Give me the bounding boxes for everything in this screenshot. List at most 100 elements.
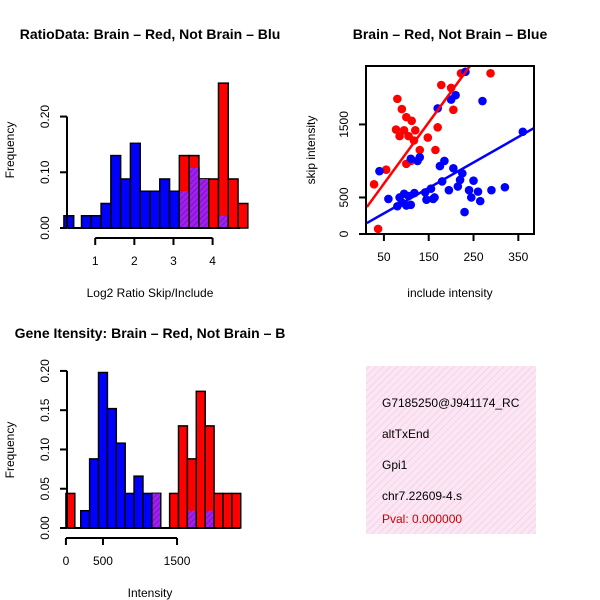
ratio-bar-not-brain	[129, 142, 141, 229]
ratio-bar-not-brain	[159, 178, 171, 229]
ratio-x-tick-label: 3	[170, 254, 177, 268]
scatter-point-not-brain	[451, 90, 460, 100]
intensity-bar-not-brain	[97, 371, 109, 529]
info-location: chr7.22609-4.s	[382, 489, 462, 503]
scatter-point-not-brain	[466, 193, 476, 202]
scatter-point-not-brain	[455, 175, 465, 185]
info-panel-background	[366, 366, 536, 534]
scatter-point-not-brain	[422, 195, 431, 204]
scatter-point-not-brain	[444, 185, 454, 195]
ratio-bar-overlap	[199, 178, 208, 228]
ratio-x-tick-label: 2	[131, 254, 138, 268]
scatter-point-not-brain	[428, 194, 438, 204]
ratio-x-tick-label: 1	[92, 254, 99, 268]
ratio-x-tick-label: 4	[209, 254, 216, 268]
scatter-x-tick-label: 150	[419, 250, 439, 264]
ratio-bar-overlap	[180, 191, 189, 228]
intensity-bar-brain	[231, 492, 242, 529]
intensity-bar-not-brain	[115, 442, 126, 529]
ratio-y-tick-label: 0.10	[38, 160, 52, 184]
scatter-fit-lines	[365, 65, 535, 225]
ratio-bar-not-brain	[149, 190, 161, 229]
ratio-ylabel: Frequency	[3, 122, 17, 179]
ratio-bar-not-brain	[63, 214, 75, 229]
scatter-xlabel: include intensity	[407, 286, 492, 300]
ratio-xlabel: Log2 Ratio Skip/Include	[87, 286, 214, 300]
scatter-point-brain	[373, 224, 383, 234]
intensity-bar-not-brain	[124, 492, 135, 529]
scatter-point-not-brain	[384, 194, 393, 204]
scatter-point-brain	[415, 145, 425, 155]
info-pval: Pval: 0.000000	[382, 512, 462, 526]
scatter-y-tick-label: 0	[337, 230, 351, 237]
ratio-y-tick-label: 0.20	[38, 105, 52, 129]
intensity-x-tick-label: 1500	[164, 554, 191, 568]
scatter-point-brain	[369, 180, 379, 189]
scatter-point-not-brain	[406, 200, 416, 210]
scatter-y-tick-label: 1500	[337, 111, 351, 138]
scatter-point-not-brain	[415, 153, 425, 162]
scatter-x-tick-label: 250	[464, 250, 484, 264]
intensity-y-tick-label: 0.10	[38, 437, 52, 461]
intensity-scatter: Brain – Red, Not Brain – Blue 50 150 250 35…	[304, 26, 547, 300]
intensity-bars	[65, 371, 242, 529]
scatter-point-not-brain	[440, 156, 449, 166]
scatter-point-brain	[423, 133, 433, 142]
intensity-bar-not-brain	[133, 475, 144, 529]
scatter-x-tick-label: 350	[508, 250, 528, 264]
scatter-point-brain	[391, 125, 401, 134]
scatter-point-brain	[433, 123, 442, 132]
intensity-y-tick-label: 0.05	[38, 477, 52, 501]
intensity-axes: 0 500 1500 0.00 0.05 0.10 0.15 0.20	[38, 359, 191, 568]
intensity-bar-not-brain	[106, 407, 118, 529]
intensity-bar-brain	[177, 425, 189, 529]
ratio-bar-not-brain	[110, 154, 122, 229]
ratio-bar-not-brain	[100, 202, 112, 229]
intensity-histogram: Gene Itensity: Brain – Red, Not Brain – …	[3, 325, 285, 600]
ratio-bar-brain	[207, 178, 220, 229]
scatter-point-brain	[395, 131, 404, 141]
scatter-point-brain	[407, 116, 416, 126]
ratio-bar-not-brain	[168, 190, 181, 229]
intensity-y-tick-label: 0.15	[38, 398, 52, 422]
ratio-bar-not-brain	[90, 214, 102, 229]
ratio-bar-overlap	[189, 167, 199, 228]
scatter-point-brain	[436, 80, 446, 90]
intensity-bar-not-brain	[142, 492, 153, 529]
intensity-x-tick-label: 500	[93, 554, 113, 568]
intensity-title: Gene Itensity: Brain – Red, Not Brain – …	[15, 325, 286, 341]
ratio-bar-not-brain	[139, 190, 151, 229]
info-gene: Gpi1	[382, 458, 408, 472]
intensity-bar-overlap	[205, 510, 214, 528]
scatter-point-not-brain	[469, 176, 478, 185]
scatter-point-brain	[410, 125, 420, 135]
scatter-point-not-brain	[478, 96, 487, 106]
scatter-axes: 50 150 250 350 0 500 1500	[337, 65, 535, 264]
ratio-bar-brain	[237, 202, 249, 229]
scatter-point-brain	[431, 145, 440, 155]
scatter-point-brain	[449, 105, 458, 115]
ratio-title: RatioData: Brain – Red, Not Brain – Blu	[20, 26, 281, 42]
intensity-y-tick-label: 0.00	[38, 516, 52, 540]
intensity-ylabel: Frequency	[3, 422, 17, 479]
scatter-y-tick-label: 500	[337, 187, 351, 207]
intensity-xlabel: Intensity	[128, 586, 173, 600]
scatter-point-not-brain	[464, 185, 474, 195]
scatter-points	[369, 67, 528, 234]
scatter-point-not-brain	[500, 182, 510, 192]
scatter-point-not-brain	[453, 182, 463, 191]
intensity-x-tick-label: 0	[63, 554, 70, 568]
ratio-bars	[63, 82, 249, 229]
intensity-bar-not-brain	[88, 458, 100, 529]
scatter-point-brain	[399, 125, 409, 135]
ratio-histogram: RatioData: Brain – Red, Not Brain – Blu …	[3, 26, 280, 300]
scatter-point-not-brain	[449, 163, 458, 173]
scatter-point-brain	[486, 69, 495, 78]
ratio-bar-not-brain	[80, 214, 93, 229]
scatter-point-not-brain	[473, 187, 483, 196]
scatter-point-brain	[381, 165, 391, 175]
scatter-fit-brain	[365, 65, 471, 208]
info-probe: G7185250@J941174_RC	[382, 396, 520, 410]
scatter-ylabel: skip intensity	[304, 116, 318, 185]
